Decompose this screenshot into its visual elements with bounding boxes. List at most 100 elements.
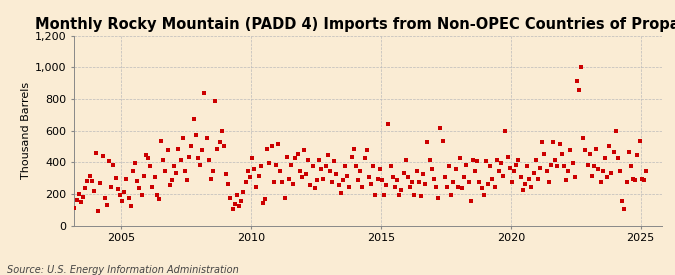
Point — [626, 164, 637, 168]
Point — [333, 183, 344, 187]
Point — [481, 159, 491, 164]
Point — [628, 177, 639, 181]
Point — [479, 192, 489, 197]
Point — [288, 182, 298, 186]
Point — [619, 207, 630, 211]
Point — [290, 156, 301, 161]
Point — [375, 167, 385, 172]
Point — [197, 148, 208, 153]
Point — [630, 178, 641, 183]
Point — [234, 204, 244, 208]
Point — [413, 180, 424, 184]
Point — [327, 180, 338, 184]
Point — [500, 129, 511, 134]
Point — [610, 129, 621, 134]
Point — [104, 158, 115, 163]
Point — [84, 174, 95, 179]
Point — [268, 180, 279, 184]
Point — [76, 200, 86, 204]
Point — [495, 161, 506, 165]
Point — [359, 156, 370, 161]
Point — [82, 179, 93, 183]
Point — [124, 196, 134, 200]
Point — [188, 117, 199, 121]
Point — [264, 161, 275, 165]
Point — [214, 140, 225, 145]
Point — [621, 180, 632, 184]
Point — [463, 180, 474, 184]
Point — [219, 144, 230, 148]
Point — [271, 163, 281, 167]
Point — [565, 148, 576, 153]
Point — [142, 156, 153, 161]
Point — [312, 178, 323, 183]
Point — [301, 172, 312, 176]
Point — [325, 169, 335, 173]
Point — [251, 185, 262, 189]
Point — [535, 166, 545, 170]
Y-axis label: Thousand Barrels: Thousand Barrels — [21, 82, 31, 179]
Point — [277, 180, 288, 184]
Point — [294, 169, 305, 173]
Point — [506, 180, 517, 184]
Point — [556, 151, 567, 156]
Point — [552, 164, 563, 168]
Point — [90, 150, 101, 155]
Point — [589, 164, 599, 168]
Point — [318, 177, 329, 181]
Point — [67, 211, 78, 216]
Point — [132, 179, 142, 183]
Point — [190, 132, 201, 137]
Point — [216, 129, 227, 134]
Point — [184, 155, 194, 159]
Point — [624, 150, 634, 154]
Point — [72, 198, 82, 202]
Point — [465, 199, 476, 203]
Point — [372, 177, 383, 181]
Point — [364, 175, 375, 180]
Point — [323, 153, 333, 157]
Text: Source: U.S. Energy Information Administration: Source: U.S. Energy Information Administ… — [7, 265, 238, 275]
Point — [517, 188, 528, 192]
Point — [539, 151, 549, 156]
Point — [558, 164, 569, 168]
Point — [509, 169, 520, 173]
Point — [86, 179, 97, 183]
Point — [537, 140, 547, 145]
Point — [186, 144, 197, 148]
Point — [78, 195, 88, 199]
Point — [504, 166, 515, 170]
Point — [279, 196, 290, 200]
Point — [275, 169, 286, 173]
Point — [309, 186, 320, 191]
Point — [210, 99, 221, 104]
Point — [435, 126, 446, 130]
Point — [454, 156, 465, 161]
Point — [574, 88, 585, 92]
Point — [459, 175, 470, 180]
Point — [138, 174, 149, 178]
Point — [97, 154, 108, 158]
Point — [106, 185, 117, 189]
Point — [162, 148, 173, 153]
Point — [164, 183, 175, 187]
Point — [632, 153, 643, 157]
Point — [171, 170, 182, 175]
Point — [149, 175, 160, 180]
Point — [418, 172, 429, 176]
Point — [284, 177, 294, 181]
Point — [474, 180, 485, 184]
Point — [350, 164, 361, 168]
Point — [437, 139, 448, 143]
Point — [576, 64, 587, 69]
Point — [262, 147, 273, 151]
Point — [461, 163, 472, 167]
Point — [353, 178, 364, 183]
Point — [305, 183, 316, 187]
Point — [314, 158, 325, 162]
Point — [433, 196, 443, 200]
Point — [329, 159, 340, 164]
Point — [110, 176, 121, 180]
Point — [117, 199, 128, 203]
Point — [450, 167, 461, 172]
